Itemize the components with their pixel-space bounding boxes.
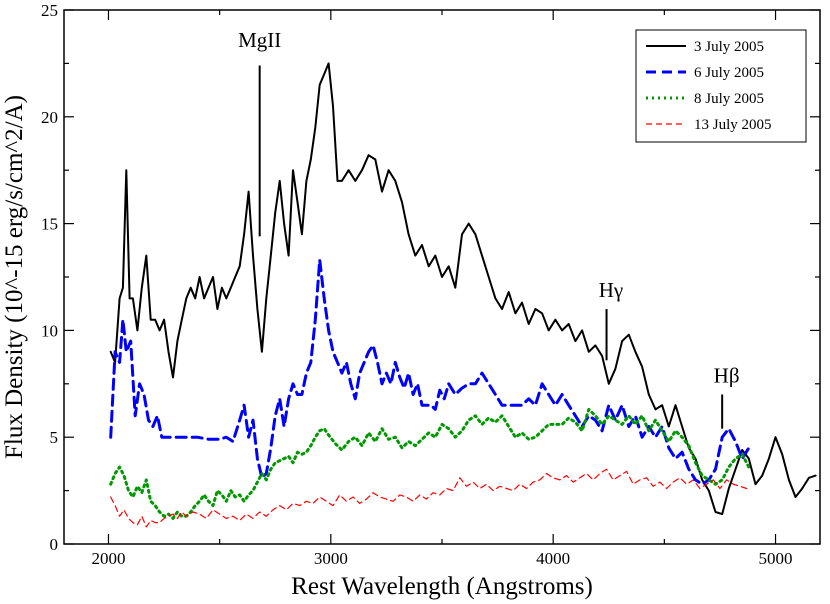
series-line-6-july-2005 xyxy=(109,258,751,486)
series-line-8-july-2005 xyxy=(109,407,751,520)
legend-label-6-july: 6 July 2005 xyxy=(694,65,764,81)
annotation-label-mgii: MgII xyxy=(238,28,281,52)
line-annotations: MgII Hγ Hβ xyxy=(238,28,740,429)
axis-ticks: 2000 3000 4000 5000 0 5 10 15 20 25 xyxy=(41,1,820,568)
annotation-label-h: Hγ xyxy=(599,278,623,302)
legend-label-8-july: 8 July 2005 xyxy=(694,91,764,107)
legend-label-13-july: 13 July 2005 xyxy=(694,117,772,133)
y-tick-label: 25 xyxy=(41,1,58,20)
y-axis-title: Flux Density (10^-15 erg/s/cm^2/A) xyxy=(1,95,28,459)
x-tick-label: 3000 xyxy=(314,549,348,568)
annotation-label-h: Hβ xyxy=(714,363,740,387)
x-tick-label: 4000 xyxy=(536,549,570,568)
y-tick-label: 0 xyxy=(50,535,59,554)
y-tick-label: 10 xyxy=(41,321,58,340)
y-tick-label: 20 xyxy=(41,108,58,127)
legend-box xyxy=(635,29,807,143)
legend-label-3-july: 3 July 2005 xyxy=(694,39,764,55)
x-tick-label: 5000 xyxy=(759,549,793,568)
legend: 3 July 2005 6 July 2005 8 July 2005 13 J… xyxy=(635,29,807,143)
x-tick-label: 2000 xyxy=(91,549,125,568)
y-tick-label: 15 xyxy=(41,215,58,234)
y-tick-label: 5 xyxy=(50,428,59,447)
series-line-3-july-2005 xyxy=(109,62,817,516)
series-line-13-july-2005 xyxy=(110,468,748,528)
plot-area xyxy=(109,62,817,528)
x-axis-title: Rest Wavelength (Angstroms) xyxy=(291,573,593,600)
